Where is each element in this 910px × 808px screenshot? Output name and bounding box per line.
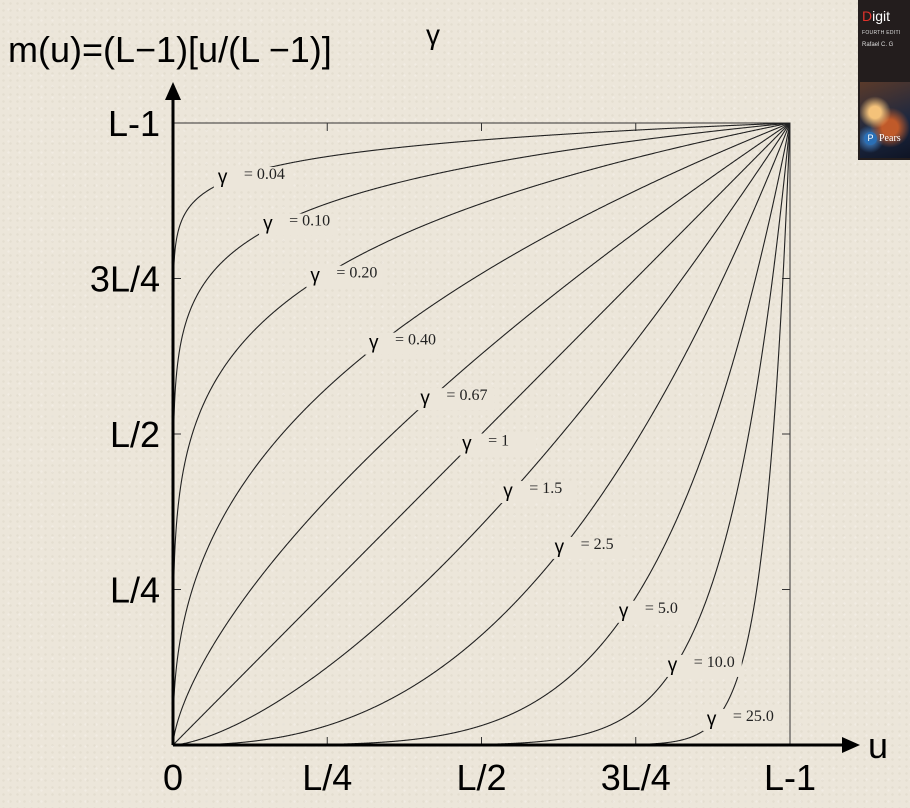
gamma-curve-10 bbox=[173, 123, 790, 745]
gamma-label-1: γ = 0.10 bbox=[259, 213, 338, 236]
gamma-symbol-4: γ bbox=[420, 388, 430, 409]
gamma-value-10: = 25.0 bbox=[733, 708, 774, 725]
x-tick-labels: 0 L/4 L/2 3L/4 L-1 bbox=[163, 757, 816, 798]
gamma-value-8: = 5.0 bbox=[645, 600, 678, 617]
book-cover-art bbox=[860, 82, 910, 158]
gamma-label-bg-10 bbox=[702, 708, 781, 731]
gamma-label-bg-5 bbox=[458, 433, 537, 456]
gamma-symbol-6: γ bbox=[503, 481, 513, 502]
gamma-label-6: γ = 1.5 bbox=[499, 480, 578, 504]
book-title: Digit bbox=[862, 8, 891, 24]
x-tick-label-3: 3L/4 bbox=[601, 757, 671, 798]
y-tick-label-2: 3L/4 bbox=[90, 259, 160, 300]
y-tick-label-0: L/4 bbox=[110, 570, 160, 611]
gamma-value-4: = 0.67 bbox=[446, 387, 487, 404]
gamma-curve-2 bbox=[173, 123, 790, 745]
book-author: Rafael C. G bbox=[862, 42, 894, 48]
pearson-logo-icon: P bbox=[864, 132, 877, 145]
gamma-label-bg-4 bbox=[416, 388, 495, 411]
gamma-value-6: = 1.5 bbox=[529, 480, 562, 497]
y-tick-label-3: L-1 bbox=[108, 103, 160, 144]
gamma-curves bbox=[173, 123, 790, 745]
x-axis-arrowhead bbox=[842, 737, 860, 753]
gamma-label-10: γ = 25.0 bbox=[702, 708, 781, 731]
gamma-label-bg-3 bbox=[365, 332, 444, 355]
gamma-curve-6 bbox=[173, 123, 790, 745]
x-axis-label: u bbox=[868, 725, 888, 766]
book-cover-thumbnail: Digit FOURTH EDITI Rafael C. G P Pears bbox=[858, 0, 910, 160]
gamma-value-5: = 1 bbox=[488, 433, 509, 450]
gamma-label-bg-6 bbox=[499, 481, 578, 504]
gamma-symbol-7: γ bbox=[555, 537, 565, 558]
y-axis-arrowhead bbox=[165, 82, 181, 100]
gamma-symbol-1: γ bbox=[263, 214, 273, 235]
gamma-symbol-3: γ bbox=[369, 333, 379, 354]
gamma-curve-7 bbox=[173, 123, 790, 745]
gamma-label-4: γ = 0.67 bbox=[416, 387, 495, 411]
gamma-label-5: γ = 1 bbox=[458, 433, 537, 456]
x-tick-label-2: L/2 bbox=[456, 757, 506, 798]
gamma-value-3: = 0.40 bbox=[395, 332, 436, 349]
chart-title-exponent: γ bbox=[426, 19, 440, 50]
gamma-label-9: γ = 10.0 bbox=[663, 654, 742, 677]
y-tick-label-1: L/2 bbox=[110, 414, 160, 455]
y-tick-labels: L/4 L/2 3L/4 L-1 bbox=[90, 103, 160, 611]
gamma-symbol-10: γ bbox=[707, 709, 717, 730]
book-publisher: P Pears bbox=[864, 132, 901, 145]
gamma-label-bg-8 bbox=[614, 600, 693, 623]
x-tick-label-4: L-1 bbox=[764, 757, 816, 798]
gamma-label-bg-2 bbox=[306, 265, 385, 288]
chart-title: m(u)=(L−1)[u/(L −1)] bbox=[8, 29, 332, 70]
gamma-symbol-2: γ bbox=[310, 266, 320, 287]
gamma-value-2: = 0.20 bbox=[336, 265, 377, 282]
x-tick-label-0: 0 bbox=[163, 757, 183, 798]
book-edition: FOURTH EDITI bbox=[862, 30, 901, 36]
gamma-value-9: = 10.0 bbox=[694, 654, 735, 671]
gamma-label-0: γ = 0.04 bbox=[213, 166, 292, 190]
gamma-symbol-9: γ bbox=[668, 655, 678, 676]
gamma-symbol-0: γ bbox=[218, 167, 228, 188]
gamma-symbol-8: γ bbox=[619, 601, 629, 622]
gamma-labels: γ = 0.04γ = 0.10γ = 0.20γ = 0.40γ = 0.67γ = 1γ… bbox=[213, 166, 781, 731]
gamma-label-bg-0 bbox=[213, 167, 292, 190]
gamma-curve-4 bbox=[173, 123, 790, 745]
gamma-label-bg-9 bbox=[663, 654, 742, 677]
gamma-symbol-5: γ bbox=[462, 434, 472, 455]
gamma-label-bg-7 bbox=[550, 536, 629, 559]
gamma-value-1: = 0.10 bbox=[289, 213, 330, 230]
gamma-value-0: = 0.04 bbox=[244, 166, 285, 183]
gamma-label-3: γ = 0.40 bbox=[365, 332, 444, 355]
gamma-label-2: γ = 0.20 bbox=[306, 265, 385, 288]
gamma-curve-3 bbox=[173, 123, 790, 745]
gamma-curve-0 bbox=[173, 123, 790, 745]
gamma-label-bg-1 bbox=[259, 213, 338, 236]
x-tick-label-1: L/4 bbox=[302, 757, 352, 798]
gamma-label-8: γ = 5.0 bbox=[614, 600, 693, 623]
gamma-label-7: γ = 2.5 bbox=[550, 536, 629, 559]
gamma-value-7: = 2.5 bbox=[581, 536, 614, 553]
